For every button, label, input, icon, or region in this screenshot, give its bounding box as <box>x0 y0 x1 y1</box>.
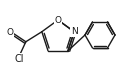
Text: O: O <box>55 15 62 24</box>
Text: O: O <box>6 28 13 37</box>
Text: N: N <box>71 27 77 36</box>
Text: Cl: Cl <box>14 54 24 64</box>
